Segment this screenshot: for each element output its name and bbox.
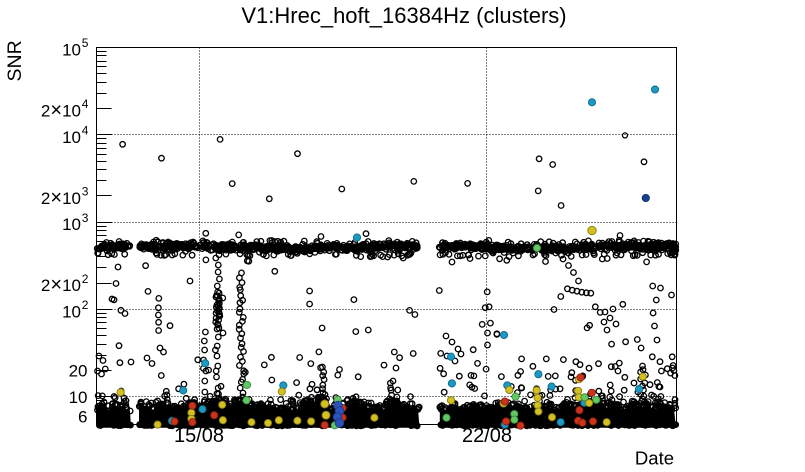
svg-text:Date: Date [635,448,674,469]
svg-text:6: 6 [78,407,87,426]
svg-text:22/08: 22/08 [462,425,512,447]
svg-text:10: 10 [62,302,81,321]
svg-text:2: 2 [82,298,89,312]
svg-text:3: 3 [82,185,89,199]
svg-text:10: 10 [62,215,81,234]
svg-text:2×10: 2×10 [41,274,81,296]
svg-text:2: 2 [82,272,89,286]
svg-text:4: 4 [82,97,89,111]
svg-text:15/08: 15/08 [174,425,224,447]
svg-text:V1:Hrec_hoft_16384Hz (clusters: V1:Hrec_hoft_16384Hz (clusters) [241,3,566,28]
svg-text:SNR: SNR [4,40,26,81]
svg-text:10: 10 [69,388,88,407]
svg-text:2×10: 2×10 [41,187,81,209]
svg-text:2×10: 2×10 [41,100,81,122]
svg-text:3: 3 [82,211,89,225]
svg-text:4: 4 [82,124,89,138]
svg-text:10: 10 [62,41,81,60]
svg-text:5: 5 [82,36,89,50]
svg-text:20: 20 [69,362,88,381]
svg-text:10: 10 [62,128,81,147]
